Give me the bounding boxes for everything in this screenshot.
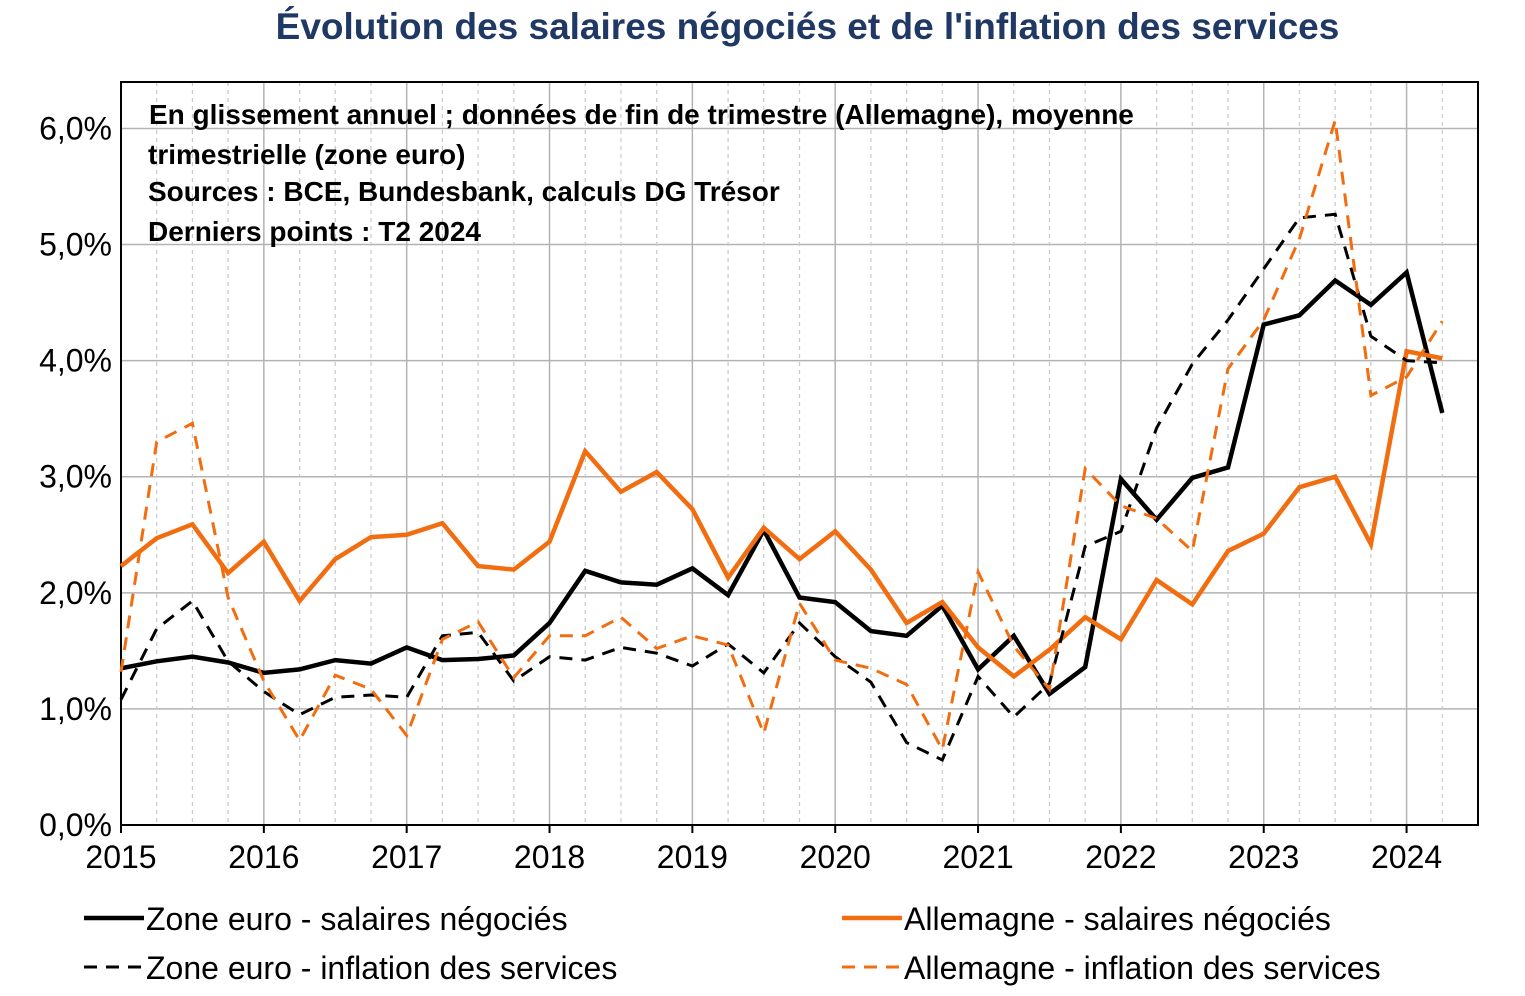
x-axis-tick-labels: 2015 2016 2017 2018 2019 2020 2021 2022 2023 2024 (85, 839, 1442, 875)
y-tick-label: 1,0% (39, 691, 112, 727)
y-tick-label: 3,0% (39, 459, 112, 495)
y-tick-label: 5,0% (39, 227, 112, 263)
series-line-4 (119, 119, 1444, 754)
chart-note-line: Sources : BCE, Bundesbank, calculs DG Tr… (148, 176, 780, 207)
legend-label: Zone euro - salaires négociés (146, 901, 568, 937)
y-tick-label: 0,0% (39, 807, 112, 843)
x-axis-ticks (120, 825, 1408, 833)
legend-label: Allemagne - salaires négociés (904, 901, 1331, 937)
y-axis-tick-labels: 0,0% 1,0% 2,0% 3,0% 4,0% 5,0% 6,0% (39, 110, 112, 843)
series-lines (119, 119, 1445, 763)
x-tick-label: 2015 (85, 839, 156, 875)
x-tick-label: 2018 (514, 839, 585, 875)
legend: Zone euro - salaires négociés Allemagne -… (84, 901, 1381, 986)
plot-area-border (120, 81, 1479, 826)
y-tick-label: 2,0% (39, 575, 112, 611)
x-tick-label: 2020 (800, 839, 871, 875)
chart-note-line: Derniers points : T2 2024 (148, 216, 481, 247)
chart-note-line: En glissement annuel ; données de fin de… (149, 99, 1134, 130)
x-tick-label: 2023 (1228, 839, 1299, 875)
x-tick-label: 2022 (1085, 839, 1156, 875)
legend-label: Allemagne - inflation des services (904, 950, 1381, 986)
chart-note-line: trimestrielle (zone euro) (148, 139, 465, 170)
series-line-1 (120, 268, 1445, 698)
y-tick-label: 4,0% (39, 343, 112, 379)
series-line-2 (119, 348, 1443, 680)
y-tick-label: 6,0% (39, 110, 112, 146)
chart-title: Évolution des salaires négociés et de l'… (275, 6, 1340, 47)
x-tick-label: 2016 (228, 839, 299, 875)
x-tick-label: 2017 (371, 839, 442, 875)
x-tick-label: 2021 (942, 839, 1013, 875)
x-tick-label: 2019 (657, 839, 728, 875)
legend-label: Zone euro - inflation des services (146, 950, 617, 986)
chart-notes: En glissement annuel ; données de fin de… (148, 99, 1134, 247)
x-tick-label: 2024 (1371, 839, 1442, 875)
